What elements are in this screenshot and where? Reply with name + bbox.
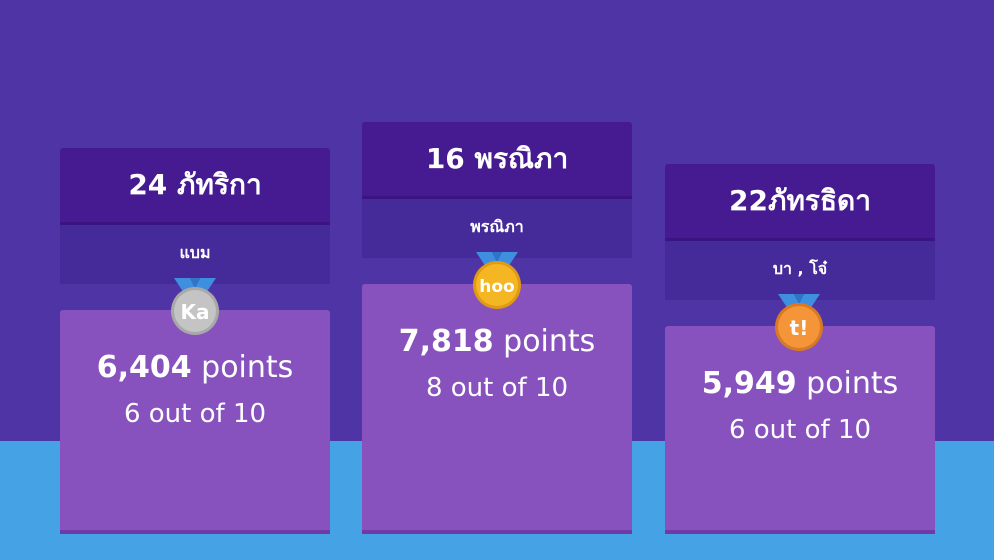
correct-answers: 6 out of 10 <box>123 399 267 429</box>
divider <box>362 196 632 199</box>
team-name: 24 ภัทริกา <box>60 148 330 222</box>
podium-first-place: 16 พรณิภา พรณิภา <box>362 122 632 258</box>
points-value: 7,818 <box>398 324 494 359</box>
correct-answers: 8 out of 10 <box>425 373 569 403</box>
medal-text: Ka <box>181 300 210 324</box>
team-members: แบม <box>60 225 330 284</box>
medal-text: t! <box>790 316 809 340</box>
divider <box>60 222 330 225</box>
silver-medal-icon: Ka <box>170 276 220 336</box>
bronze-medal-icon: t! <box>774 292 824 352</box>
team-members: พรณิภา <box>362 199 632 258</box>
podium-second-place: 24 ภัทริกา แบม <box>60 148 330 284</box>
team-members: บา , โจ๋ <box>665 241 935 300</box>
points-unit: points <box>201 350 294 385</box>
score-card-first-place: 7,818 points 8 out of 10 <box>362 284 632 534</box>
points-value: 6,404 <box>96 350 192 385</box>
medal-text: hoo <box>479 277 514 297</box>
points-display: 5,949 points <box>665 366 935 401</box>
team-name: 16 พรณิภา <box>362 122 632 196</box>
divider <box>665 238 935 241</box>
correct-answers: 6 out of 10 <box>728 415 872 445</box>
gold-medal-icon: hoo <box>472 250 522 310</box>
points-unit: points <box>503 324 596 359</box>
score-card-third-place: 5,949 points 6 out of 10 <box>665 326 935 534</box>
points-display: 7,818 points <box>362 324 632 359</box>
podium-third-place: 22ภัทรธิดา บา , โจ๋ <box>665 164 935 300</box>
points-display: 6,404 points <box>60 350 330 385</box>
team-name: 22ภัทรธิดา <box>665 164 935 238</box>
score-card-second-place: 6,404 points 6 out of 10 <box>60 310 330 534</box>
points-unit: points <box>806 366 899 401</box>
points-value: 5,949 <box>701 366 797 401</box>
